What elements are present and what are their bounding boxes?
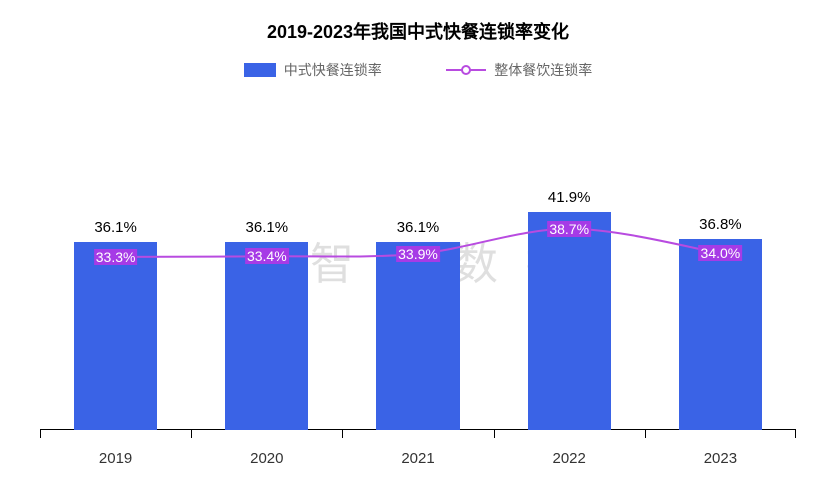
line-value-label: 33.4% <box>245 248 289 264</box>
chain-rate-chart: 2019-2023年我国中式快餐连锁率变化 中式快餐连锁率 整体餐饮连锁率 辰智… <box>0 0 836 500</box>
legend-swatch-line <box>446 63 486 77</box>
legend-swatch-bar <box>244 63 276 77</box>
x-axis-label: 2019 <box>99 450 132 467</box>
x-axis-labels: 2019 2020 2021 2022 2023 <box>40 450 796 470</box>
x-axis-label: 2022 <box>553 450 586 467</box>
legend-label-line: 整体餐饮连锁率 <box>494 60 592 80</box>
x-axis-label: 2021 <box>401 450 434 467</box>
line-value-label: 33.3% <box>94 249 138 265</box>
legend-label-bar: 中式快餐连锁率 <box>284 60 382 80</box>
x-axis-label: 2020 <box>250 450 283 467</box>
legend-item-line: 整体餐饮连锁率 <box>446 60 592 80</box>
chart-legend: 中式快餐连锁率 整体餐饮连锁率 <box>0 60 836 82</box>
line-value-label: 38.7% <box>547 221 591 237</box>
legend-item-bar: 中式快餐连锁率 <box>244 60 382 80</box>
plot-area: 36.1%36.1%36.1%41.9%36.8% 33.3%33.4%33.9… <box>40 170 796 430</box>
line-value-label: 34.0% <box>699 245 743 261</box>
chart-title: 2019-2023年我国中式快餐连锁率变化 <box>0 18 836 44</box>
line-series <box>40 170 796 430</box>
x-axis-label: 2023 <box>704 450 737 467</box>
line-value-label: 33.9% <box>396 246 440 262</box>
